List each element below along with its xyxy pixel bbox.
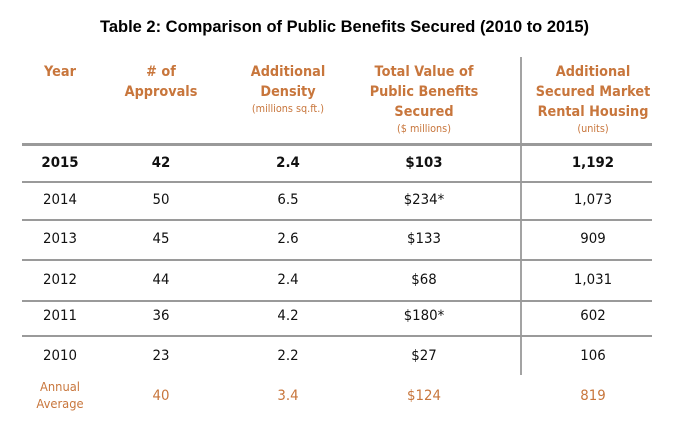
header-line: Density xyxy=(260,84,316,100)
average-approvals: 40 xyxy=(152,388,170,404)
cell-approvals: 36 xyxy=(152,308,170,324)
header-line: Public Benefits xyxy=(369,84,479,100)
cell-value: $68 xyxy=(411,272,437,288)
header-density: Additional Density (millions sq.ft.) xyxy=(244,62,332,117)
cell-density: 2.4 xyxy=(277,272,299,288)
table-row: 2015 42 2.4 $103 1,192 xyxy=(0,154,689,174)
header-approvals: # of Approvals xyxy=(121,62,200,102)
header-line: Rental Housing xyxy=(537,104,649,120)
cell-value: $27 xyxy=(411,348,437,364)
cell-value: $133 xyxy=(407,231,441,247)
header-rental-housing: Additional Secured Market Rental Housing… xyxy=(535,62,651,137)
cell-year: 2013 xyxy=(43,231,77,247)
cell-approvals: 23 xyxy=(152,348,170,364)
column-divider xyxy=(520,57,522,375)
cell-density: 2.6 xyxy=(277,231,299,247)
table-row: 2014 50 6.5 $234* 1,073 xyxy=(0,191,689,211)
row-divider xyxy=(22,300,652,302)
cell-density: 4.2 xyxy=(277,308,299,324)
average-label-line: Average xyxy=(36,396,84,411)
cell-approvals: 50 xyxy=(152,192,170,208)
cell-rental: 1,073 xyxy=(573,192,613,208)
cell-density: 6.5 xyxy=(277,192,299,208)
header-line: Additional xyxy=(250,64,326,80)
header-line: Secured xyxy=(394,104,454,120)
header-year-label: Year xyxy=(44,64,76,80)
header-year: Year xyxy=(23,62,97,82)
cell-rental: 106 xyxy=(580,348,606,364)
average-label: Annual Average xyxy=(23,378,97,412)
header-line: Secured Market xyxy=(535,84,651,100)
cell-rental: 1,192 xyxy=(571,155,615,171)
table-title: Table 2: Comparison of Public Benefits S… xyxy=(99,17,590,36)
header-line: # of xyxy=(146,64,176,80)
cell-approvals: 45 xyxy=(152,231,170,247)
average-row: Annual Average 40 3.4 $124 819 xyxy=(0,378,689,418)
header-line: Total Value of xyxy=(374,64,474,80)
cell-value: $180* xyxy=(403,308,445,324)
cell-rental: 909 xyxy=(580,231,606,247)
cell-density: 2.2 xyxy=(277,348,299,364)
cell-year: 2012 xyxy=(43,272,77,288)
cell-density: 2.4 xyxy=(276,155,300,171)
cell-year: 2015 xyxy=(41,155,79,171)
cell-approvals: 42 xyxy=(151,155,171,171)
header-divider xyxy=(22,143,652,146)
cell-year: 2010 xyxy=(43,348,77,364)
cell-rental: 1,031 xyxy=(573,272,613,288)
row-divider xyxy=(22,259,652,261)
cell-value: $234* xyxy=(403,192,445,208)
table-row: 2013 45 2.6 $133 909 xyxy=(0,230,689,250)
table-row: 2011 36 4.2 $180* 602 xyxy=(0,307,689,327)
header-unit: (millions sq.ft.) xyxy=(251,103,325,115)
row-divider xyxy=(22,181,652,183)
header-public-benefits: Total Value of Public Benefits Secured (… xyxy=(363,62,484,137)
cell-year: 2014 xyxy=(43,192,77,208)
table-row: 2010 23 2.2 $27 106 xyxy=(0,347,689,367)
table-row: 2012 44 2.4 $68 1,031 xyxy=(0,271,689,291)
cell-value: $103 xyxy=(405,155,443,171)
average-rental: 819 xyxy=(580,388,606,404)
header-line: Additional xyxy=(555,64,631,80)
header-unit: (units) xyxy=(577,123,609,135)
header-line: Approvals xyxy=(124,84,198,100)
cell-rental: 602 xyxy=(580,308,606,324)
average-density: 3.4 xyxy=(277,388,299,404)
cell-approvals: 44 xyxy=(152,272,170,288)
row-divider xyxy=(22,335,652,337)
cell-year: 2011 xyxy=(43,308,77,324)
average-label-line: Annual xyxy=(40,379,80,394)
header-unit: ($ millions) xyxy=(397,123,451,135)
row-divider xyxy=(22,219,652,221)
average-value: $124 xyxy=(407,388,441,404)
